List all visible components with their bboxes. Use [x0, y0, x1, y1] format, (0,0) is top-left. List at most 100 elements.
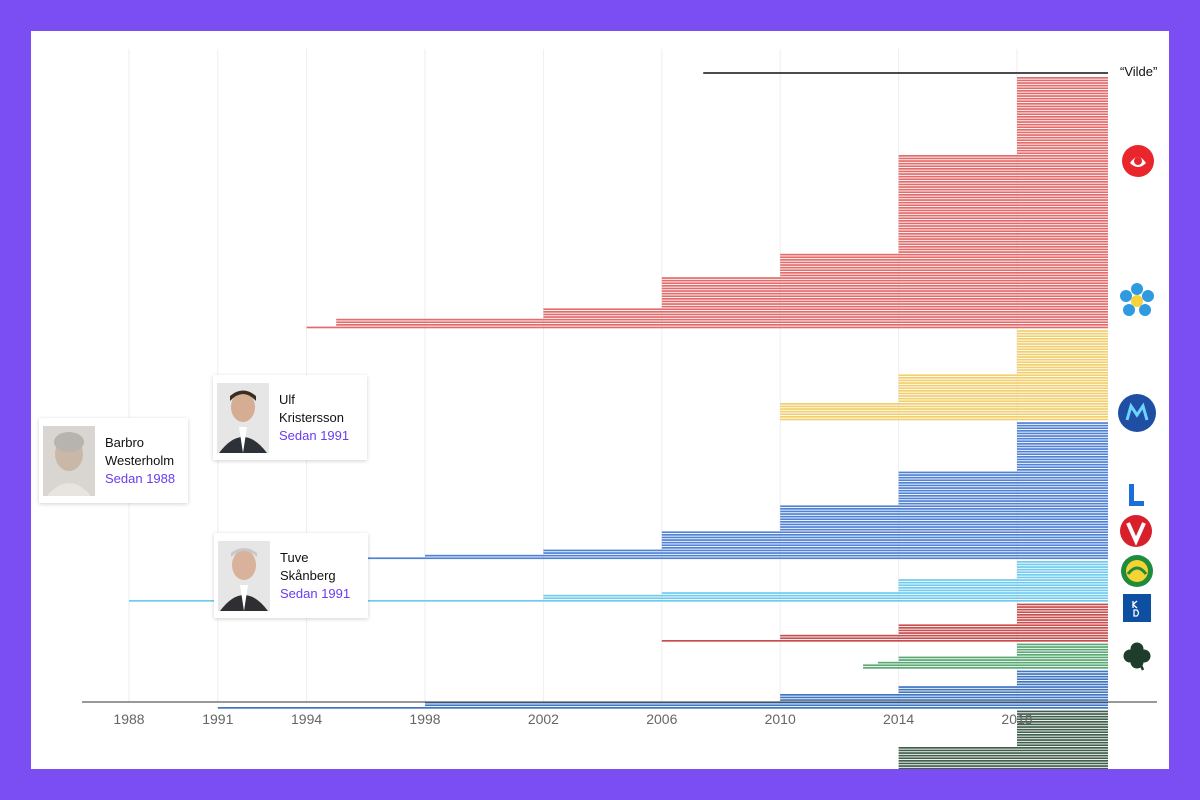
member-bar[interactable] [661, 285, 1108, 287]
member-bar[interactable] [1017, 147, 1108, 149]
member-bar[interactable] [543, 549, 1108, 552]
member-bar[interactable] [898, 479, 1108, 482]
member-bar[interactable] [898, 471, 1108, 474]
member-bar[interactable] [1017, 437, 1108, 440]
member-bar[interactable] [898, 162, 1108, 165]
member-bar[interactable] [661, 277, 1108, 279]
member-bar[interactable] [780, 405, 1108, 408]
member-bar[interactable] [780, 266, 1108, 269]
member-bar[interactable] [1017, 79, 1108, 82]
member-bar[interactable] [1017, 369, 1108, 371]
member-bar[interactable] [129, 600, 1108, 602]
member-bar[interactable] [1017, 603, 1108, 606]
member-bar[interactable] [336, 321, 1108, 324]
member-bar[interactable] [1017, 450, 1108, 453]
member-bar[interactable] [780, 634, 1108, 637]
member-bar[interactable] [1017, 445, 1108, 448]
member-bar[interactable] [1017, 100, 1108, 103]
member-bar[interactable] [1017, 152, 1108, 155]
member-bar[interactable] [898, 207, 1108, 209]
member-bar[interactable] [1017, 139, 1108, 142]
member-card-westerholm[interactable]: Barbro Westerholm Sedan 1988 [39, 418, 188, 503]
member-bar[interactable] [336, 318, 1108, 321]
member-bar[interactable] [898, 484, 1108, 487]
member-bar[interactable] [661, 544, 1108, 547]
member-bar[interactable] [1017, 134, 1108, 136]
member-bar[interactable] [898, 157, 1108, 160]
member-bar[interactable] [780, 410, 1108, 413]
member-bar[interactable] [898, 220, 1108, 222]
member-bar[interactable] [898, 579, 1108, 581]
member-bar[interactable] [661, 295, 1108, 298]
member-bar[interactable] [306, 326, 1109, 329]
member-bar[interactable] [898, 183, 1108, 186]
member-bar[interactable] [661, 305, 1108, 308]
member-bar[interactable] [1017, 448, 1108, 450]
member-bar[interactable] [898, 686, 1108, 688]
member-bar[interactable] [1017, 340, 1108, 343]
member-bar[interactable] [898, 222, 1108, 225]
member-bar[interactable] [1017, 726, 1108, 728]
member-bar[interactable] [898, 762, 1108, 765]
member-bar[interactable] [898, 767, 1108, 769]
member-bar[interactable] [661, 282, 1108, 285]
member-bar[interactable] [898, 659, 1108, 661]
member-bar[interactable] [898, 175, 1108, 178]
member-bar[interactable] [1017, 744, 1108, 747]
member-bar[interactable] [1017, 728, 1108, 731]
member-bar[interactable] [1017, 466, 1108, 469]
member-bar[interactable] [1017, 371, 1108, 374]
member-bar[interactable] [898, 186, 1108, 188]
member-bar[interactable] [1017, 343, 1108, 345]
member-bar[interactable] [1017, 654, 1108, 656]
member-bar[interactable] [1017, 675, 1108, 678]
member-bar[interactable] [898, 632, 1108, 634]
member-bar[interactable] [898, 377, 1108, 379]
member-bar[interactable] [1017, 330, 1108, 332]
member-bar[interactable] [898, 194, 1108, 196]
member-bar[interactable] [898, 581, 1108, 584]
member-bar[interactable] [863, 664, 1108, 667]
member-bar[interactable] [1017, 361, 1108, 364]
member-bar[interactable] [1017, 621, 1108, 624]
member-bar[interactable] [543, 597, 1108, 600]
member-bar[interactable] [1017, 619, 1108, 621]
member-bar[interactable] [1017, 576, 1108, 579]
member-bar[interactable] [780, 408, 1108, 410]
member-bar[interactable] [898, 629, 1108, 632]
member-bar[interactable] [898, 749, 1108, 752]
member-bar[interactable] [425, 554, 1108, 557]
member-bar[interactable] [1017, 118, 1108, 121]
member-bar[interactable] [780, 510, 1108, 513]
member-bar[interactable] [1017, 721, 1108, 723]
member-bar[interactable] [661, 290, 1108, 292]
member-bar[interactable] [780, 518, 1108, 521]
member-bar[interactable] [1017, 136, 1108, 139]
member-bar[interactable] [661, 303, 1108, 305]
member-bar[interactable] [780, 523, 1108, 526]
member-bar[interactable] [780, 274, 1108, 277]
member-bar[interactable] [780, 416, 1108, 418]
member-bar[interactable] [780, 403, 1108, 405]
member-bar[interactable] [898, 495, 1108, 497]
member-bar[interactable] [898, 587, 1108, 589]
member-bar[interactable] [1017, 108, 1108, 110]
member-bar[interactable] [1017, 681, 1108, 683]
member-bar[interactable] [217, 557, 1109, 560]
member-bar[interactable] [898, 379, 1108, 382]
member-bar[interactable] [898, 248, 1108, 251]
member-bar[interactable] [1017, 338, 1108, 340]
member-bar[interactable] [780, 253, 1108, 256]
member-bar[interactable] [1017, 651, 1108, 654]
member-bar[interactable] [780, 264, 1108, 266]
member-bar[interactable] [898, 624, 1108, 627]
member-card-kristersson[interactable]: Ulf Kristersson Sedan 1991 [213, 375, 367, 460]
member-bar[interactable] [898, 754, 1108, 757]
member-bar[interactable] [898, 233, 1108, 235]
member-bar[interactable] [1017, 571, 1108, 574]
member-bar[interactable] [1017, 563, 1108, 566]
member-bar[interactable] [780, 256, 1108, 259]
member-bar[interactable] [1017, 422, 1108, 424]
member-bar[interactable] [780, 269, 1108, 272]
member-bar[interactable] [898, 489, 1108, 492]
